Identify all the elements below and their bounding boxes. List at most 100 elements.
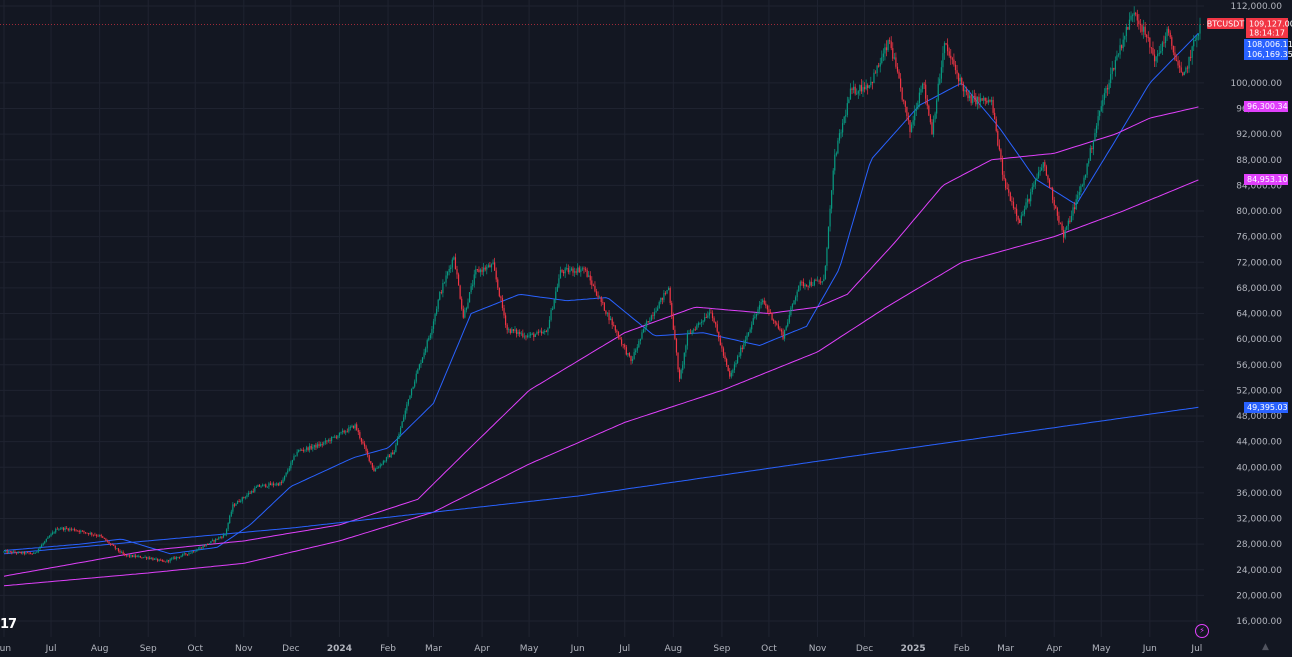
candle-body xyxy=(8,551,10,553)
candle-body xyxy=(1008,189,1010,193)
candle-body xyxy=(928,105,930,116)
candle-body xyxy=(852,86,855,90)
candle-body xyxy=(823,279,825,282)
candle-body xyxy=(351,425,353,428)
candle-body xyxy=(202,545,204,549)
candle-body xyxy=(926,98,928,106)
candle-body xyxy=(672,316,674,330)
candle-body xyxy=(909,120,911,133)
candle-body xyxy=(208,543,210,545)
indicator-value-text: 108,006.11 xyxy=(1247,40,1292,49)
indicator-value-tag xyxy=(1244,101,1288,112)
candle-body xyxy=(995,119,997,131)
candle-body xyxy=(320,443,322,447)
candle-body xyxy=(1160,50,1162,53)
candle-body xyxy=(453,257,455,260)
candle-body xyxy=(763,300,765,304)
countdown-text: 18:14:17 xyxy=(1249,29,1285,38)
candle-body xyxy=(760,302,762,306)
candle-body xyxy=(917,103,919,110)
candle-body xyxy=(136,556,138,558)
candle-body xyxy=(976,96,979,105)
candle-body xyxy=(835,153,837,155)
price-axis-label: 40,000.00 xyxy=(1236,463,1282,473)
candle-body xyxy=(874,72,877,74)
candle-body xyxy=(161,560,163,562)
candle-body xyxy=(1185,67,1187,72)
candle-body xyxy=(867,85,869,88)
candle-body xyxy=(796,291,798,298)
candle-body xyxy=(1001,158,1004,175)
candle-body xyxy=(805,284,808,286)
candle-body xyxy=(360,437,362,442)
candle-body xyxy=(160,559,162,561)
candle-body xyxy=(122,551,124,555)
candle-body xyxy=(207,543,209,545)
candle-body xyxy=(362,441,364,444)
candle-body xyxy=(429,334,431,338)
candle-body xyxy=(769,312,772,314)
candle-body xyxy=(879,63,881,67)
candle-body xyxy=(94,534,96,536)
candle-body xyxy=(1157,53,1159,57)
candle-body xyxy=(313,444,315,448)
candle-body xyxy=(91,532,93,535)
candle-body xyxy=(1039,170,1041,172)
candle-body xyxy=(846,103,848,116)
candle-body xyxy=(1108,83,1110,90)
candle-body xyxy=(1067,220,1069,227)
candle-body xyxy=(450,267,452,269)
candle-body xyxy=(727,365,729,371)
tradingview-logo[interactable]: 17 xyxy=(0,617,17,632)
candle-body xyxy=(75,530,77,532)
candle-body xyxy=(682,364,684,371)
candle-body xyxy=(758,305,761,310)
candle-body xyxy=(953,59,955,65)
candle-body xyxy=(973,96,975,97)
candle-body xyxy=(1028,199,1030,202)
candle-body xyxy=(171,558,173,560)
candle-body xyxy=(856,93,858,95)
candle-body xyxy=(1037,171,1040,178)
candle-body xyxy=(20,552,22,554)
candle-body xyxy=(1183,71,1185,76)
time-axis-label: Jun xyxy=(0,644,11,654)
candle-body xyxy=(399,427,402,435)
time-axis-label: Jun xyxy=(570,644,585,654)
lightning-icon[interactable]: ⚡ xyxy=(1195,624,1209,638)
time-axis-label: Jul xyxy=(45,644,57,654)
price-axis-label: 80,000.00 xyxy=(1236,207,1282,217)
candle-body xyxy=(164,561,167,563)
candle-body xyxy=(481,269,483,272)
candle-body xyxy=(992,99,994,113)
candle-body xyxy=(1177,60,1179,66)
candle-body xyxy=(332,436,334,438)
candle-body xyxy=(392,452,394,455)
candle-body xyxy=(42,543,44,545)
candle-body xyxy=(719,338,721,346)
candle-body xyxy=(200,547,203,549)
candle-body xyxy=(1119,45,1121,55)
candle-body xyxy=(316,444,319,448)
candle-body xyxy=(1070,215,1073,222)
candle-body xyxy=(506,324,508,330)
candle-body xyxy=(597,295,599,298)
time-axis-label: Jul xyxy=(1190,644,1202,654)
candle-body xyxy=(671,302,673,317)
candle-body xyxy=(177,556,179,558)
candle-body xyxy=(1025,202,1027,210)
candle-body xyxy=(345,431,347,433)
candle-body xyxy=(384,460,386,462)
candle-body xyxy=(331,437,333,442)
candle-body xyxy=(343,430,345,433)
candle-body xyxy=(479,269,482,273)
candle-body xyxy=(1044,162,1046,167)
candle-body xyxy=(240,501,242,503)
candle-body xyxy=(519,332,521,334)
candle-body xyxy=(868,85,870,88)
candle-body xyxy=(602,301,604,303)
candle-body xyxy=(265,484,267,488)
caret-up-icon[interactable]: ▲ xyxy=(1262,642,1269,652)
candle-body xyxy=(515,329,518,334)
